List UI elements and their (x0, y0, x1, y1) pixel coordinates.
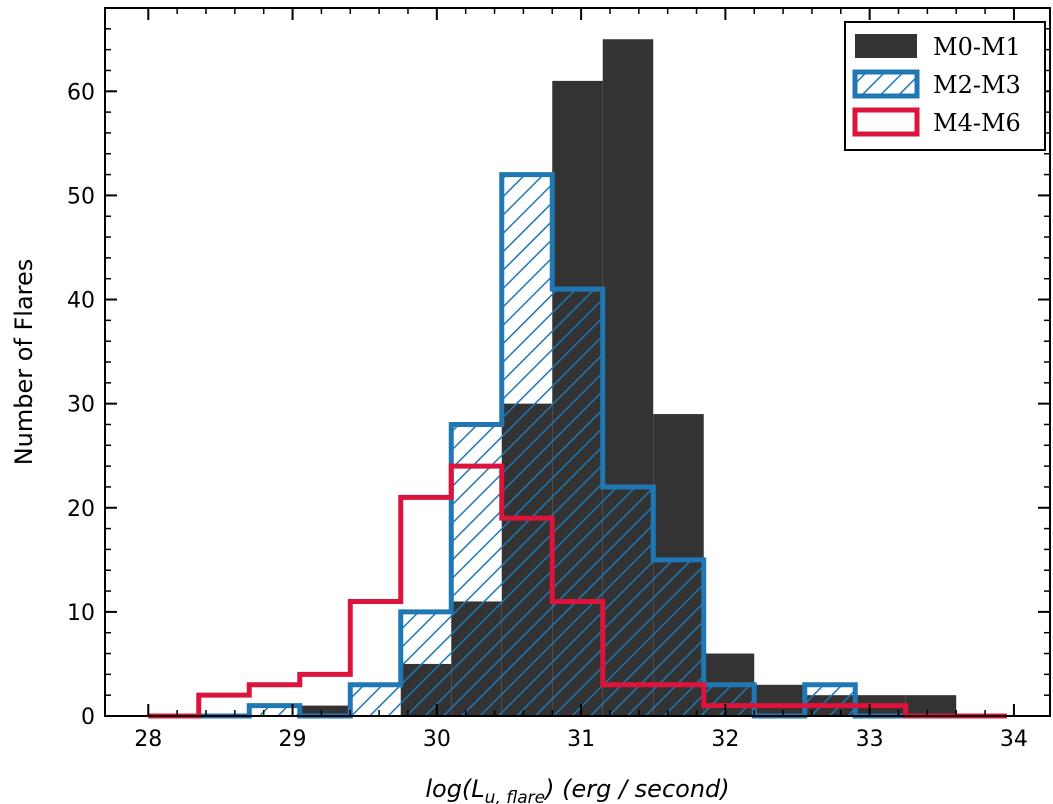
x-tick-label: 31 (567, 727, 595, 752)
bar-m2-m3 (400, 611, 452, 716)
x-tick-label: 33 (856, 727, 884, 752)
bar-m2-m3 (804, 684, 856, 716)
bar-m0-m1 (754, 684, 805, 716)
bar-m2-m3 (703, 684, 755, 716)
y-tick-label: 60 (67, 80, 95, 105)
x-tick-label: 34 (1000, 727, 1028, 752)
bar-m2-m3 (653, 559, 704, 716)
x-axis-label-tail: ) (erg / second) (543, 775, 730, 803)
plot-area (148, 39, 1007, 719)
legend: M0-M1 M2-M3 M4-M6 (844, 21, 1046, 151)
series-m2-m3 (148, 172, 1007, 719)
legend-label-m4-m6: M4-M6 (933, 109, 1021, 137)
y-tick-label: 20 (67, 497, 95, 522)
bar-m2-m3 (350, 684, 401, 716)
bar-m2-m3 (602, 486, 654, 716)
bar-m0-m1 (299, 705, 351, 716)
y-tick-label: 50 (67, 184, 95, 209)
series-m4-m6 (148, 463, 1007, 719)
x-axis-label-subscript: u, flare (485, 788, 545, 804)
y-tick-label: 10 (67, 601, 95, 626)
x-tick-label: 28 (134, 727, 162, 752)
x-tick-label: 30 (423, 727, 451, 752)
y-tick-label: 40 (67, 289, 95, 314)
bar-m2-m3 (552, 289, 603, 716)
x-tick-label: 29 (279, 727, 307, 752)
bar-m0-m1 (905, 695, 957, 716)
step-m4-m6 (148, 463, 1007, 719)
legend-swatch-m4-m6 (852, 107, 920, 137)
legend-swatch-m0-m1 (855, 34, 917, 58)
x-axis-label: log(Lu, flare) (erg / second) (425, 775, 729, 804)
bar-m2-m3 (451, 424, 502, 716)
x-tick-label: 32 (711, 727, 739, 752)
bar-m2-m3 (249, 705, 300, 716)
x-axis-label-main: log(L (425, 775, 484, 803)
y-axis-label: Number of Flares (10, 259, 38, 466)
legend-swatch-m2-m3 (852, 69, 920, 99)
axes: 28 29 30 31 32 33 34 0 10 20 30 40 50 60 (67, 7, 1051, 752)
bar-m2-m3 (501, 174, 553, 716)
legend-label-m0-m1: M0-M1 (933, 33, 1021, 61)
y-tick-label: 0 (81, 705, 95, 730)
legend-label-m2-m3: M2-M3 (933, 71, 1021, 99)
y-tick-label: 30 (67, 393, 95, 418)
